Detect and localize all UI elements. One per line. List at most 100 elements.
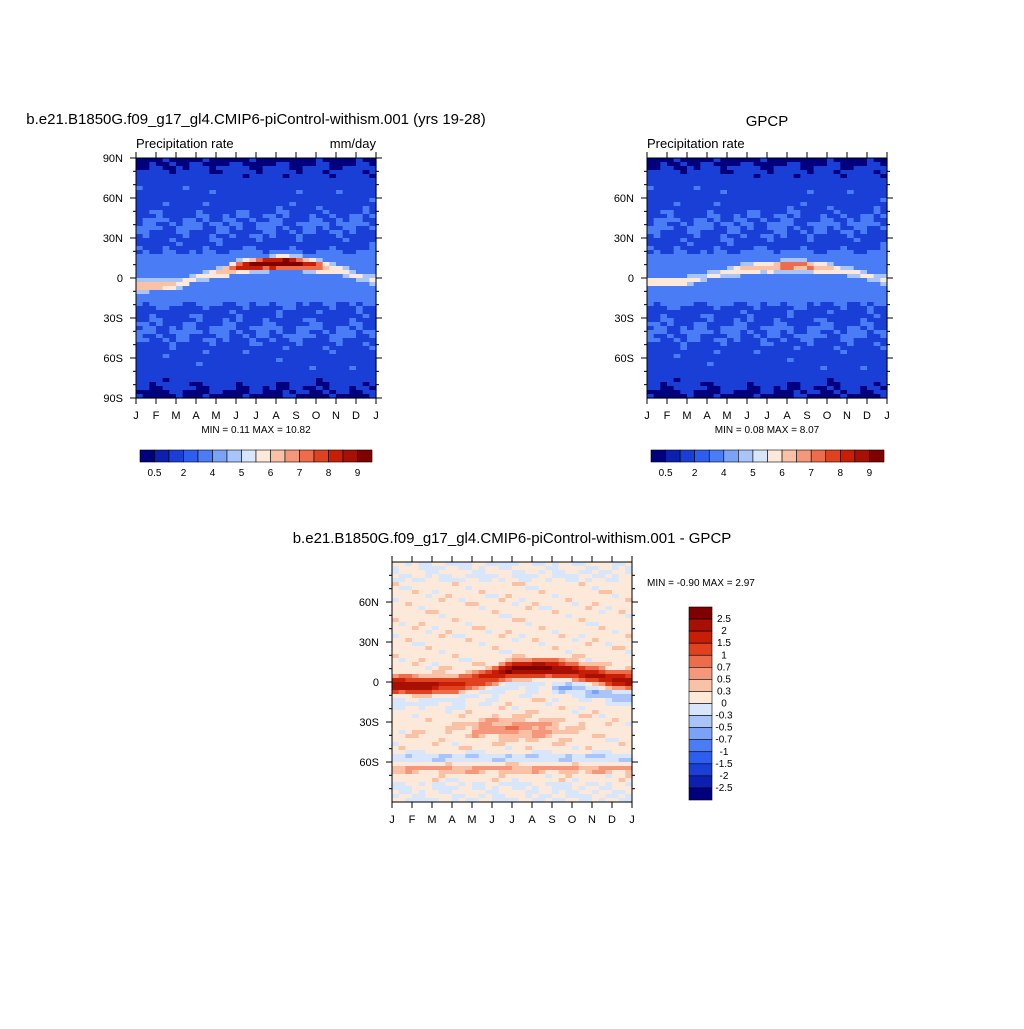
heatmap-cell — [660, 250, 667, 255]
heatmap-cell — [256, 298, 263, 303]
heatmap-cell — [700, 266, 707, 271]
heatmap-cell — [734, 198, 741, 203]
heatmap-cell — [834, 166, 841, 171]
heatmap-cell — [349, 290, 356, 295]
heatmap-cell — [203, 230, 210, 235]
heatmap-cell — [249, 290, 256, 295]
heatmap-cell — [336, 302, 343, 307]
heatmap-cell — [654, 386, 661, 391]
heatmap-cell — [654, 306, 661, 311]
colorbar-swatch — [724, 450, 739, 462]
heatmap-cell — [774, 302, 781, 307]
heatmap-cell — [787, 342, 794, 347]
heatmap-cell — [149, 226, 156, 231]
heatmap-cell — [309, 190, 316, 195]
heatmap-cell — [727, 266, 734, 271]
heatmap-cell — [149, 270, 156, 275]
heatmap-cell — [734, 338, 741, 343]
heatmap-cell — [592, 578, 599, 583]
heatmap-cell — [647, 310, 654, 315]
heatmap-cell — [203, 354, 210, 359]
heatmap-cell — [834, 374, 841, 379]
heatmap-cell — [249, 386, 256, 391]
heatmap-cell — [660, 194, 667, 199]
heatmap-cell — [654, 174, 661, 179]
heatmap-cell — [860, 250, 867, 255]
colorbar-swatch — [329, 450, 344, 462]
heatmap-cell — [472, 594, 479, 599]
heatmap-cell — [169, 186, 176, 191]
heatmap-cell — [734, 302, 741, 307]
heatmap-cell — [283, 254, 290, 259]
heatmap-cell — [505, 578, 512, 583]
heatmap-cell — [263, 226, 270, 231]
heatmap-cell — [847, 338, 854, 343]
heatmap-cell — [136, 302, 143, 307]
heatmap-cell — [356, 306, 363, 311]
heatmap-cell — [552, 578, 559, 583]
heatmap-cell — [216, 306, 223, 311]
heatmap-cell — [229, 298, 236, 303]
heatmap-cell — [740, 186, 747, 191]
heatmap-cell — [329, 234, 336, 239]
heatmap-cell — [216, 166, 223, 171]
heatmap-cell — [203, 334, 210, 339]
heatmap-cell — [289, 266, 296, 271]
heatmap-cell — [767, 366, 774, 371]
heatmap-cell — [592, 586, 599, 591]
heatmap-cell — [760, 370, 767, 375]
heatmap-cell — [680, 230, 687, 235]
heatmap-cell — [599, 582, 606, 587]
heatmap-cell — [256, 194, 263, 199]
heatmap-cell — [349, 174, 356, 179]
heatmap-cell — [747, 170, 754, 175]
heatmap-cell — [485, 594, 492, 599]
heatmap-cell — [459, 586, 466, 591]
heatmap-cell — [236, 222, 243, 227]
heatmap-cell — [156, 254, 163, 259]
heatmap-cell — [654, 250, 661, 255]
heatmap-cell — [176, 158, 183, 163]
heatmap-cell — [787, 390, 794, 395]
heatmap-cell — [654, 198, 661, 203]
heatmap-cell — [223, 378, 230, 383]
heatmap-cell — [432, 566, 439, 571]
heatmap-cell — [269, 362, 276, 367]
heatmap-cell — [203, 370, 210, 375]
heatmap-cell — [156, 342, 163, 347]
heatmap-cell — [754, 286, 761, 291]
heatmap-cell — [276, 318, 283, 323]
heatmap-cell — [323, 226, 330, 231]
heatmap-cell — [519, 586, 526, 591]
heatmap-cell — [196, 226, 203, 231]
heatmap-cell — [249, 382, 256, 387]
heatmap-cell — [667, 338, 674, 343]
heatmap-cell — [847, 370, 854, 375]
heatmap-cell — [392, 586, 399, 591]
heatmap-cell — [694, 310, 701, 315]
heatmap-cell — [687, 294, 694, 299]
heatmap-cell — [303, 302, 310, 307]
heatmap-cell — [356, 198, 363, 203]
heatmap-cell — [827, 350, 834, 355]
heatmap-cell — [229, 250, 236, 255]
heatmap-cell — [163, 286, 170, 291]
heatmap-cell — [780, 322, 787, 327]
heatmap-cell — [169, 262, 176, 267]
heatmap-cell — [336, 330, 343, 335]
heatmap-cell — [303, 174, 310, 179]
heatmap-cell — [243, 166, 250, 171]
heatmap-cell — [189, 362, 196, 367]
heatmap-cell — [814, 390, 821, 395]
heatmap-cell — [599, 574, 606, 579]
heatmap-cell — [694, 290, 701, 295]
heatmap-cell — [532, 594, 539, 599]
heatmap-cell — [854, 158, 861, 163]
heatmap-cell — [874, 246, 881, 251]
heatmap-cell — [243, 258, 250, 263]
heatmap-cell — [680, 234, 687, 239]
heatmap-cell — [820, 342, 827, 347]
heatmap-cell — [720, 298, 727, 303]
heatmap-cell — [343, 346, 350, 351]
